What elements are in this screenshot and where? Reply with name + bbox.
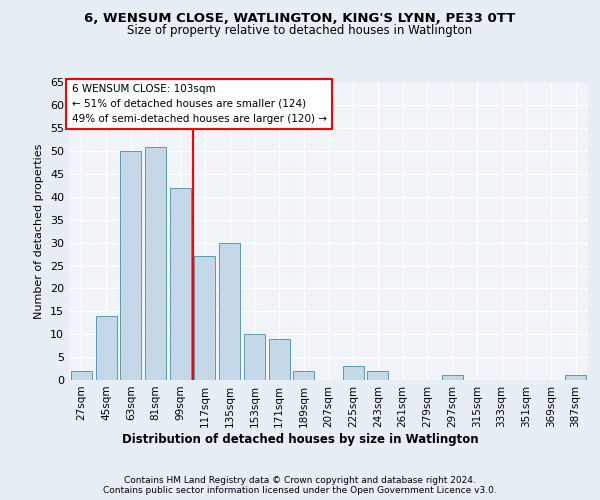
Y-axis label: Number of detached properties: Number of detached properties: [34, 144, 44, 319]
Bar: [244, 334, 265, 380]
Bar: [170, 188, 191, 380]
Text: Contains HM Land Registry data © Crown copyright and database right 2024.: Contains HM Land Registry data © Crown c…: [124, 476, 476, 485]
Text: 6, WENSUM CLOSE, WATLINGTON, KING'S LYNN, PE33 0TT: 6, WENSUM CLOSE, WATLINGTON, KING'S LYNN…: [85, 12, 515, 26]
Bar: [120, 151, 141, 380]
Text: Distribution of detached houses by size in Watlington: Distribution of detached houses by size …: [122, 432, 478, 446]
Bar: [95, 316, 116, 380]
Bar: [71, 371, 92, 380]
Bar: [293, 371, 314, 380]
Bar: [269, 339, 290, 380]
Bar: [343, 366, 364, 380]
Text: 6 WENSUM CLOSE: 103sqm
← 51% of detached houses are smaller (124)
49% of semi-de: 6 WENSUM CLOSE: 103sqm ← 51% of detached…: [71, 84, 326, 124]
Bar: [194, 256, 215, 380]
Text: Contains public sector information licensed under the Open Government Licence v3: Contains public sector information licen…: [103, 486, 497, 495]
Bar: [442, 376, 463, 380]
Bar: [219, 242, 240, 380]
Bar: [145, 146, 166, 380]
Bar: [565, 376, 586, 380]
Bar: [367, 371, 388, 380]
Text: Size of property relative to detached houses in Watlington: Size of property relative to detached ho…: [127, 24, 473, 37]
